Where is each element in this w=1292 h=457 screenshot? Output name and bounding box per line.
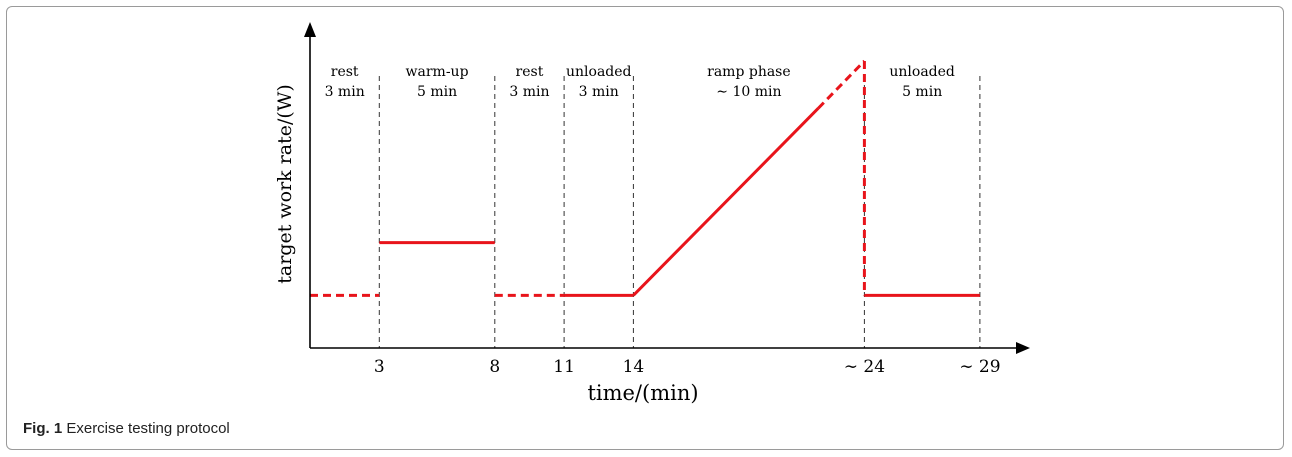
phase-name-2: warm-up [406, 64, 469, 80]
x-tick-label-3: 11 [553, 357, 575, 377]
protocol-chart: rest 3 min warm-up 5 min rest 3 min unloaded 3 … [274, 22, 1030, 405]
x-tick-label-2: 8 [489, 357, 500, 377]
x-tick-label-6: ∼ 29 [959, 357, 1000, 377]
phase-name-4: unloaded [566, 64, 632, 80]
work-rate-segment-5 [632, 107, 820, 297]
phase-duration-5: ∼ 10 min [716, 84, 781, 100]
figure-frame [6, 6, 1284, 450]
phase-name-1: rest [331, 64, 359, 80]
x-tick-label-4: 14 [623, 357, 645, 377]
figure-caption: Fig. 1 Exercise testing protocol [23, 420, 230, 437]
phase-duration-4: 3 min [579, 84, 619, 100]
x-axis-arrow [1016, 342, 1030, 354]
caption-label: Fig. 1 [23, 420, 63, 437]
phase-name-6: unloaded [889, 64, 955, 80]
y-axis-arrow [304, 22, 316, 37]
phase-duration-6: 5 min [902, 84, 942, 100]
phase-duration-2: 5 min [417, 84, 457, 100]
phase-name-3: rest [516, 64, 544, 80]
work-rate-segment-6 [817, 59, 866, 110]
phase-duration-3: 3 min [509, 84, 549, 100]
x-axis-label: time/(min) [587, 381, 698, 405]
caption-text: Exercise testing protocol [66, 420, 230, 437]
x-tick-label-1: 3 [374, 357, 385, 377]
y-axis-label: target work rate/(W) [274, 84, 296, 284]
x-tick-label-5: ∼ 24 [844, 357, 885, 377]
phase-name-5: ramp phase [707, 64, 791, 80]
phase-duration-1: 3 min [325, 84, 365, 100]
